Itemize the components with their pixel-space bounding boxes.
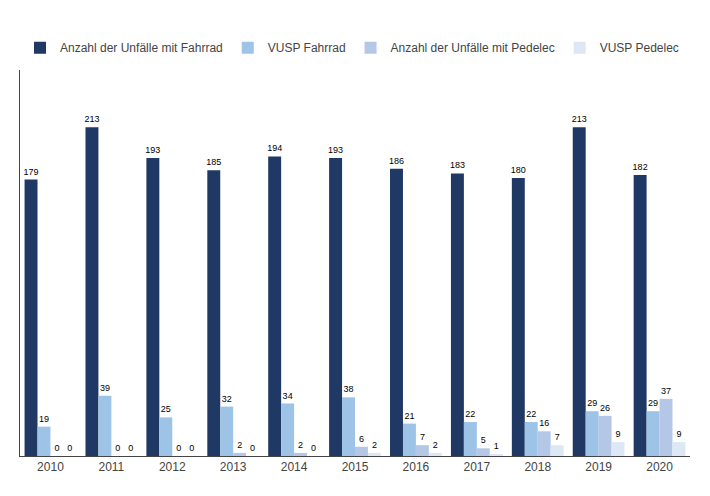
svg-text:22: 22 (465, 409, 475, 419)
svg-text:38: 38 (344, 384, 354, 394)
svg-text:179: 179 (24, 167, 39, 177)
svg-text:7: 7 (555, 432, 560, 442)
svg-text:32: 32 (222, 394, 232, 404)
svg-text:2014: 2014 (281, 460, 308, 474)
svg-text:2: 2 (237, 440, 242, 450)
svg-text:2011: 2011 (98, 460, 124, 474)
svg-text:0: 0 (115, 443, 120, 453)
svg-text:19: 19 (39, 414, 49, 424)
svg-text:2015: 2015 (342, 460, 369, 474)
svg-text:1: 1 (494, 441, 499, 451)
svg-text:186: 186 (389, 156, 404, 166)
svg-text:2016: 2016 (403, 460, 430, 474)
svg-text:2012: 2012 (159, 460, 186, 474)
svg-text:VUSP Fahrrad: VUSP Fahrrad (268, 41, 346, 55)
svg-text:193: 193 (145, 145, 160, 155)
svg-text:0: 0 (250, 443, 255, 453)
svg-text:34: 34 (283, 391, 293, 401)
svg-text:2019: 2019 (585, 460, 612, 474)
svg-text:2: 2 (372, 440, 377, 450)
svg-text:2013: 2013 (220, 460, 247, 474)
svg-text:2017: 2017 (463, 460, 490, 474)
svg-text:25: 25 (161, 404, 171, 414)
svg-text:2020: 2020 (646, 460, 673, 474)
svg-text:0: 0 (128, 443, 133, 453)
svg-text:29: 29 (587, 398, 597, 408)
svg-text:193: 193 (328, 145, 343, 155)
svg-text:185: 185 (206, 157, 221, 167)
svg-text:39: 39 (100, 383, 110, 393)
svg-text:194: 194 (267, 143, 282, 153)
svg-text:5: 5 (481, 435, 486, 445)
svg-text:2010: 2010 (37, 460, 64, 474)
svg-text:213: 213 (572, 114, 587, 124)
svg-text:9: 9 (676, 429, 681, 439)
svg-text:Anzahl der Unfälle mit Fahrrad: Anzahl der Unfälle mit Fahrrad (60, 41, 223, 55)
svg-text:Anzahl der Unfälle mit Pedelec: Anzahl der Unfälle mit Pedelec (391, 41, 555, 55)
svg-text:21: 21 (404, 411, 414, 421)
svg-text:2018: 2018 (524, 460, 551, 474)
svg-text:6: 6 (359, 434, 364, 444)
svg-text:VUSP Pedelec: VUSP Pedelec (600, 41, 679, 55)
svg-text:7: 7 (420, 432, 425, 442)
svg-text:182: 182 (633, 162, 648, 172)
svg-text:180: 180 (511, 165, 526, 175)
svg-text:29: 29 (648, 398, 658, 408)
svg-text:22: 22 (526, 409, 536, 419)
svg-text:183: 183 (450, 160, 465, 170)
svg-text:9: 9 (616, 429, 621, 439)
svg-text:2: 2 (433, 440, 438, 450)
svg-text:2: 2 (298, 440, 303, 450)
svg-text:0: 0 (54, 443, 59, 453)
svg-text:37: 37 (661, 386, 671, 396)
svg-text:0: 0 (311, 443, 316, 453)
svg-text:0: 0 (176, 443, 181, 453)
svg-text:213: 213 (84, 114, 99, 124)
svg-text:26: 26 (600, 403, 610, 413)
svg-text:16: 16 (539, 418, 549, 428)
svg-text:0: 0 (67, 443, 72, 453)
svg-text:0: 0 (189, 443, 194, 453)
